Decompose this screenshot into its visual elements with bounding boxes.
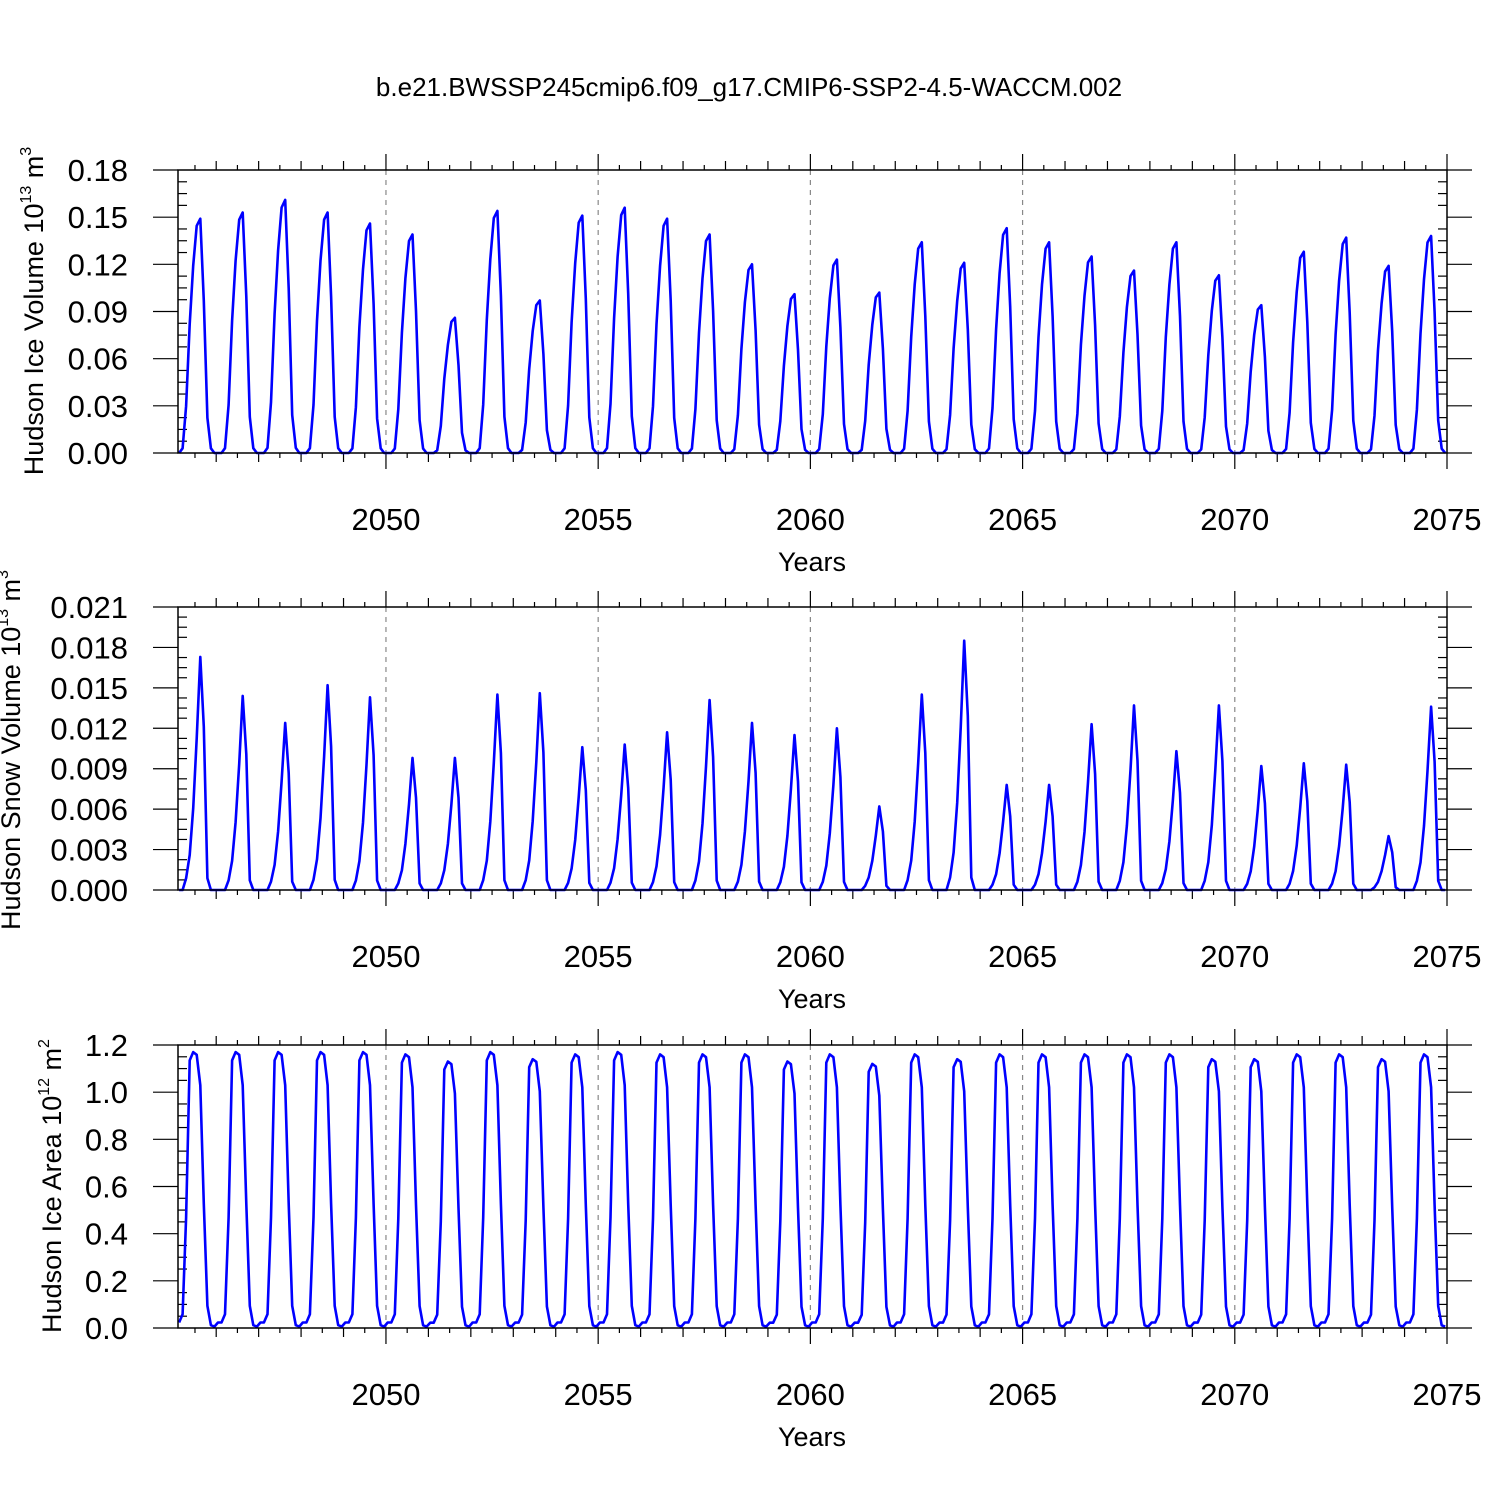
ice-volume-plot-frame — [177, 169, 1448, 454]
ice-volume-y-tick-label: 0.03 — [68, 389, 128, 424]
snow-volume-grid — [385, 607, 1236, 890]
ice-volume-x-tick-label: 2055 — [564, 502, 633, 537]
ice-area-y-tick-label: 0.4 — [85, 1217, 128, 1252]
snow-volume-y-tick-label: 0.018 — [50, 630, 128, 665]
ice-area-y-tick-labels: 0.0 0.2 0.4 0.6 0.8 1.0 1.2 — [85, 1028, 128, 1346]
ice-volume-y-tick-label: 0.15 — [68, 200, 128, 235]
snow-volume-x-tick-labels: 2050 2055 2060 2065 2070 2075 — [351, 939, 1481, 974]
ice-volume-series-line — [178, 198, 1447, 455]
ice-volume-y-axis-title-main: Hudson Ice Volume 10 — [19, 204, 49, 476]
ice-volume-y-axis-title: Hudson Ice Volume 1013 m3 — [18, 147, 49, 475]
ice-area-x-tick-label: 2050 — [351, 1377, 420, 1412]
snow-volume-x-tick-label: 2075 — [1413, 939, 1482, 974]
ice-area-panel: 0.00.20.40.60.81.01.2 2050 2055 2060 2065 20… — [36, 1028, 1481, 1452]
ice-volume-y-tick-label: 0.06 — [68, 342, 128, 377]
snow-volume-y-tick-label: 0.012 — [50, 711, 128, 746]
ice-area-y-tick-label: 0.2 — [85, 1264, 128, 1299]
ice-volume-y-tick-label: 0.12 — [68, 247, 128, 282]
snow-volume-y-tick-label: 0.000 — [50, 873, 128, 908]
ice-volume-y-tick-label: 0.00 — [68, 436, 128, 471]
ice-volume-y-tick-labels: 0.00 0.03 0.06 0.09 0.12 0.15 0.18 — [68, 153, 128, 471]
ice-volume-y-axis-title-unit-exp: 3 — [18, 147, 35, 156]
ice-volume-y-axis-title-unit: m — [19, 156, 49, 186]
ice-volume-x-tick-label: 2070 — [1200, 502, 1269, 537]
snow-volume-x-tick-label: 2055 — [564, 939, 633, 974]
snow-volume-plot-frame — [177, 606, 1448, 891]
snow-volume-y-axis-title-unit-exp: 3 — [0, 570, 12, 579]
ice-area-y-tick-label: 0.8 — [85, 1122, 128, 1157]
ice-area-x-tick-label: 2060 — [776, 1377, 845, 1412]
ice-volume-y-tick-label: 0.18 — [68, 153, 128, 188]
ice-area-y-axis-title-exp: 12 — [36, 1078, 53, 1096]
snow-volume-y-tick-label: 0.003 — [50, 833, 128, 868]
snow-volume-y-tick-label: 0.006 — [50, 792, 128, 827]
snow-volume-series-line — [179, 639, 1446, 892]
ice-area-y-tick-label: 1.0 — [85, 1075, 128, 1110]
ice-volume-ticks — [153, 154, 1472, 469]
snow-volume-panel: 0.000 0.003 0.006 0.009 0.012 0.015 0.018 0.021… — [0, 570, 1481, 1014]
snow-volume-y-tick-label: 0.009 — [50, 752, 128, 787]
snow-volume-x-tick-label: 2060 — [776, 939, 845, 974]
ice-area-y-axis-title-unit-exp: 2 — [36, 1039, 53, 1048]
snow-volume-y-axis-title-exp: 13 — [0, 609, 12, 627]
ice-volume-x-tick-label: 2065 — [988, 502, 1057, 537]
snow-volume-x-axis-title: Years — [778, 984, 846, 1014]
figure-title: b.e21.BWSSP245cmip6.f09_g17.CMIP6-SSP2-4… — [376, 72, 1122, 102]
ice-volume-x-axis-title: Years — [778, 547, 846, 577]
snow-volume-y-axis-title-main: Hudson Snow Volume 10 — [0, 627, 26, 930]
ice-area-y-axis-title-main: Hudson Ice Area 10 — [37, 1096, 67, 1333]
ice-area-x-axis-title: Years — [778, 1422, 846, 1452]
ice-volume-y-axis-title-exp: 13 — [18, 186, 35, 204]
ice-area-y-tick-label: 0.6 — [85, 1170, 128, 1205]
ice-area-plot-frame — [177, 1044, 1448, 1329]
ice-volume-grid — [385, 170, 1236, 453]
snow-volume-y-tick-label: 0.015 — [50, 671, 128, 706]
snow-volume-y-tick-label: 0.021 — [50, 590, 128, 625]
ice-area-y-axis-title-unit: m — [37, 1048, 67, 1078]
snow-volume-ticks — [153, 591, 1472, 906]
ice-volume-x-tick-labels: 2050 2055 2060 2065 2070 2075 — [351, 502, 1481, 537]
ice-volume-x-tick-label: 2075 — [1413, 502, 1482, 537]
ice-area-x-tick-label: 2075 — [1413, 1377, 1482, 1412]
ice-area-x-tick-label: 2065 — [988, 1377, 1057, 1412]
snow-volume-x-tick-label: 2070 — [1200, 939, 1269, 974]
ice-area-x-tick-labels: 2050 2055 2060 2065 2070 2075 — [351, 1377, 1481, 1412]
snow-volume-x-tick-label: 2050 — [351, 939, 420, 974]
ice-area-y-tick-label: 1.2 — [85, 1028, 128, 1063]
snow-volume-y-tick-labels: 0.000 0.003 0.006 0.009 0.012 0.015 0.018 0.021 — [50, 590, 128, 908]
ice-volume-panel: 0.00 0.03 0.06 0.09 0.12 0.15 0.18 2050 2055 206… — [18, 147, 1481, 577]
ice-area-x-tick-label: 2070 — [1200, 1377, 1269, 1412]
ice-area-ticks — [153, 1029, 1472, 1344]
snow-volume-y-axis-title: Hudson Snow Volume 1013 m3 — [0, 570, 26, 930]
ice-volume-x-tick-label: 2060 — [776, 502, 845, 537]
ice-area-y-axis-title: Hudson Ice Area 1012 m2 — [36, 1039, 67, 1333]
snow-volume-y-axis-title-unit: m — [0, 579, 26, 609]
snow-volume-x-tick-label: 2065 — [988, 939, 1057, 974]
ice-area-series-line — [177, 1050, 1446, 1328]
ice-volume-y-tick-label: 0.09 — [68, 295, 128, 330]
ice-area-x-tick-label: 2055 — [564, 1377, 633, 1412]
ice-area-grid — [385, 1045, 1236, 1328]
ice-volume-x-tick-label: 2050 — [351, 502, 420, 537]
ice-area-y-tick-label: 0.0 — [85, 1311, 128, 1346]
